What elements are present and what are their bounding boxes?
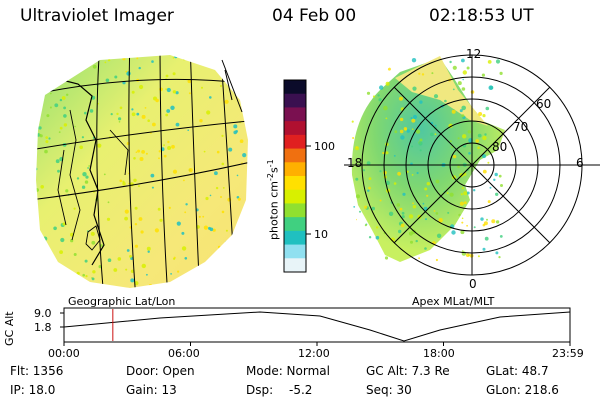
colorbar-band	[284, 230, 306, 246]
colorbar-band	[284, 148, 306, 163]
instrument-title: Ultraviolet Imager	[20, 6, 174, 26]
polar-panel-label: Apex MLat/MLT	[412, 295, 495, 308]
time-tick-0600: 06:00	[168, 347, 200, 360]
colorbar-band	[284, 107, 306, 122]
colorbar-tick-10: 10	[314, 228, 328, 241]
mlt-18-label: 18	[347, 156, 363, 170]
colorbar-band	[284, 121, 306, 136]
mode-readout: Mode: Normal	[246, 364, 330, 378]
mlt-6-label: 6	[576, 156, 584, 170]
altitude-curve	[63, 311, 571, 342]
geo-panel-label: Geographic Lat/Lon	[68, 295, 176, 308]
orbit-plot-frame	[63, 307, 571, 343]
glon-readout: GLon: 218.6	[486, 383, 559, 397]
mlat-70-label: 70	[513, 120, 529, 134]
door-readout: Door: Open	[126, 364, 195, 378]
seq-readout: Seq: 30	[366, 383, 412, 397]
date-label: 04 Feb 00	[272, 6, 357, 26]
colorbar-band	[284, 189, 306, 204]
polar-emission-speckle	[351, 58, 503, 262]
colorbar-band	[284, 203, 306, 218]
orbit-ylabel: GC Alt	[3, 311, 16, 346]
mlt-12-label: 12	[466, 47, 482, 61]
time-label: 02:18:53 UT	[429, 6, 534, 26]
time-tick-1200: 12:00	[298, 347, 330, 360]
colorbar-band	[284, 162, 306, 177]
dsp-value: -5.2	[289, 383, 313, 397]
time-tick-1800: 18:00	[423, 347, 455, 360]
colorbar-band	[284, 176, 306, 191]
gc-alt-readout: GC Alt: 7.3 Re	[366, 364, 450, 378]
time-tick-0000: 00:00	[48, 347, 80, 360]
flight-readout: Flt: 1356	[10, 364, 64, 378]
colorbar-band	[284, 80, 306, 95]
orbit-ytick-low: 1.8	[34, 321, 52, 334]
mlat-80-label: 80	[492, 140, 508, 154]
time-tick-2359: 23:59	[552, 347, 584, 360]
colorbar-band	[284, 217, 306, 232]
gain-readout: Gain: 13	[126, 383, 177, 397]
dsp-label: Dsp:	[246, 383, 274, 397]
orbit-ytick-high: 9.0	[34, 307, 52, 320]
glat-readout: GLat: 48.7	[486, 364, 549, 378]
mlt-0-label: 0	[469, 277, 477, 291]
ip-readout: IP: 18.0	[10, 383, 56, 397]
colorbar-tick-100: 100	[314, 140, 335, 153]
colorbar-band	[284, 93, 306, 108]
mlat-60-label: 60	[536, 97, 552, 111]
colorbar-band	[284, 258, 306, 273]
colorbar-band	[284, 134, 306, 150]
colorbar-band	[284, 244, 306, 259]
